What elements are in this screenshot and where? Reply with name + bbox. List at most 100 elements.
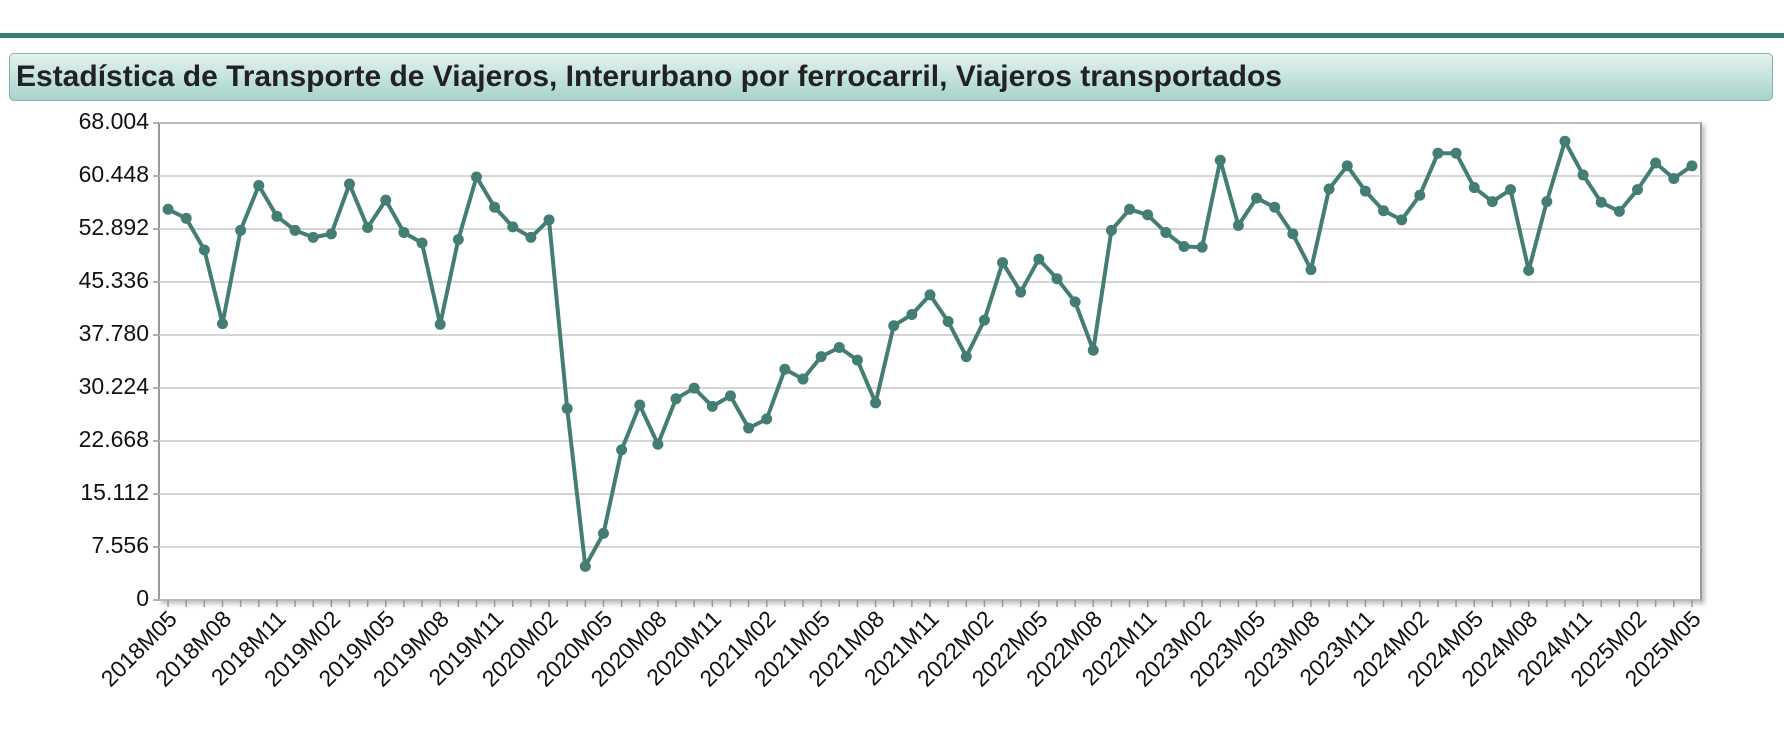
- data-point: [525, 231, 537, 243]
- data-point: [906, 309, 918, 321]
- data-point: [797, 373, 809, 385]
- data-point: [1287, 228, 1299, 240]
- data-point: [452, 233, 464, 245]
- top-rule: [0, 33, 1784, 38]
- data-point: [1450, 147, 1462, 159]
- data-point: [1577, 169, 1589, 181]
- data-point: [1015, 286, 1027, 298]
- data-point: [833, 341, 845, 353]
- y-tick-label: 68.004: [79, 108, 150, 134]
- y-tick-label: 22.668: [79, 426, 149, 452]
- data-point: [1378, 205, 1390, 217]
- data-point: [1323, 183, 1335, 195]
- data-point: [216, 318, 228, 330]
- y-tick-label: 60.448: [79, 161, 149, 187]
- data-point: [579, 560, 591, 572]
- data-point: [1251, 192, 1263, 204]
- data-point: [198, 244, 210, 256]
- data-point: [1160, 226, 1172, 238]
- chart-title: Estadística de Transporte de Viajeros, I…: [9, 53, 1773, 101]
- data-point: [325, 228, 337, 240]
- data-point: [253, 179, 265, 191]
- data-point: [235, 224, 247, 236]
- data-point: [1541, 196, 1553, 208]
- data-point: [416, 237, 428, 249]
- data-point: [1486, 196, 1498, 208]
- data-point: [1178, 240, 1190, 252]
- plot-area: [158, 122, 1702, 601]
- y-tick-label: 45.336: [79, 267, 149, 293]
- data-point: [1650, 157, 1662, 169]
- data-point: [924, 289, 936, 301]
- data-point: [1559, 135, 1571, 147]
- data-point: [670, 393, 682, 405]
- data-point: [1613, 205, 1625, 217]
- data-point: [688, 382, 700, 394]
- data-point: [815, 351, 827, 363]
- y-tick-label: 15.112: [80, 479, 149, 505]
- data-point: [634, 399, 646, 411]
- data-point: [1523, 264, 1535, 276]
- y-tick-label: 30.224: [79, 373, 150, 399]
- data-point: [434, 318, 446, 330]
- data-point: [724, 390, 736, 402]
- data-point: [1414, 189, 1426, 201]
- data-point: [597, 527, 609, 539]
- data-point: [180, 212, 192, 224]
- data-point: [779, 363, 791, 375]
- data-point: [1232, 219, 1244, 231]
- data-point: [489, 201, 501, 213]
- data-point: [1087, 344, 1099, 356]
- data-point: [289, 224, 301, 236]
- data-point: [1105, 224, 1117, 236]
- data-point: [1269, 201, 1281, 213]
- data-point: [1668, 172, 1680, 184]
- data-point: [1595, 196, 1607, 208]
- data-point: [398, 226, 410, 238]
- data-point: [978, 314, 990, 326]
- data-point: [162, 203, 174, 215]
- data-point: [1632, 184, 1644, 196]
- data-point: [271, 210, 283, 222]
- data-point: [507, 221, 519, 233]
- data-point: [652, 438, 664, 450]
- data-point: [1033, 253, 1045, 265]
- data-point: [343, 178, 355, 190]
- data-point: [616, 444, 628, 456]
- data-point: [380, 194, 392, 206]
- y-tick-label: 52.892: [79, 214, 149, 240]
- data-point: [1051, 273, 1063, 285]
- data-point: [1396, 214, 1408, 226]
- data-point: [888, 320, 900, 332]
- data-point: [706, 400, 718, 412]
- data-point: [1124, 203, 1136, 215]
- data-point: [1686, 160, 1698, 172]
- data-point: [851, 354, 863, 366]
- data-point: [561, 403, 573, 415]
- data-point: [1214, 154, 1226, 166]
- y-tick-label: 0: [136, 585, 149, 611]
- data-point: [761, 413, 773, 425]
- data-point: [470, 171, 482, 183]
- data-point: [362, 222, 374, 234]
- data-point: [1468, 182, 1480, 194]
- data-point: [1305, 264, 1317, 276]
- data-point: [1069, 296, 1081, 308]
- data-point: [1142, 209, 1154, 221]
- data-point: [543, 214, 555, 226]
- y-tick-label: 7.556: [91, 532, 149, 558]
- data-point: [870, 397, 882, 409]
- data-point: [743, 422, 755, 434]
- data-point: [960, 351, 972, 363]
- data-point: [1359, 185, 1371, 197]
- data-point: [1341, 160, 1353, 172]
- data-point: [307, 231, 319, 243]
- data-point: [1505, 184, 1517, 196]
- data-point: [942, 316, 954, 328]
- y-tick-label: 37.780: [79, 320, 149, 346]
- data-point: [1432, 147, 1444, 159]
- data-point: [997, 257, 1009, 269]
- data-point: [1196, 241, 1208, 253]
